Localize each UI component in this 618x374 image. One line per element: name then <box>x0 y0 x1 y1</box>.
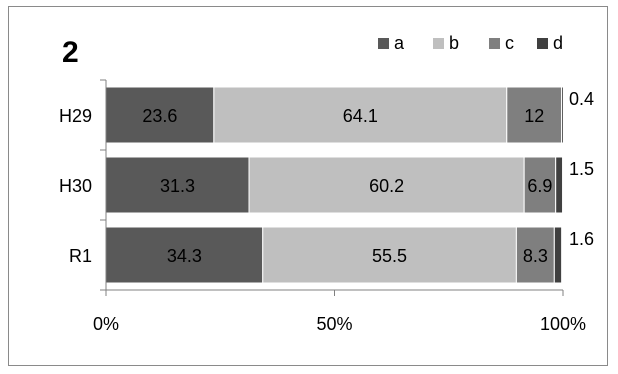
bar-segment-r1-a <box>105 226 264 284</box>
data-label-r1-c: 8.3 <box>523 246 548 266</box>
category-label-h30: H30 <box>59 176 92 196</box>
legend: a b c d <box>378 33 563 53</box>
bar-segment-h29-a <box>105 86 215 144</box>
data-label-h29-d: 0.4 <box>569 89 594 109</box>
legend-swatch-a <box>378 38 389 49</box>
data-label-h30-b: 60.2 <box>369 176 404 196</box>
bar-segment-h30-b <box>248 156 525 214</box>
category-label-r1: R1 <box>69 246 92 266</box>
x-tick-label-100: 100% <box>540 314 586 334</box>
data-label-r1-b: 55.5 <box>372 246 407 266</box>
legend-label-c: c <box>505 33 514 53</box>
data-label-r1-a: 34.3 <box>167 246 202 266</box>
x-tick-label-50: 50% <box>316 314 352 334</box>
bar-segment-r1-d <box>553 226 563 284</box>
bar-segment-h29-b <box>213 86 508 144</box>
data-label-h30-d: 1.5 <box>569 159 594 179</box>
data-label-h29-a: 23.6 <box>142 106 177 126</box>
chart-title: 2 <box>62 36 79 69</box>
data-label-r1-d: 1.6 <box>569 229 594 249</box>
data-label-h29-b: 64.1 <box>343 106 378 126</box>
x-tick-label-0: 0% <box>93 314 119 334</box>
legend-label-d: d <box>553 33 563 53</box>
legend-label-b: b <box>449 33 459 53</box>
data-label-h30-a: 31.3 <box>160 176 195 196</box>
legend-swatch-d <box>537 38 548 49</box>
data-label-h29-c: 12 <box>524 106 544 126</box>
bar-segment-r1-c <box>515 226 555 284</box>
bar-segment-r1-b <box>262 226 517 284</box>
legend-label-a: a <box>394 33 405 53</box>
legend-swatch-c <box>489 38 500 49</box>
data-label-h30-c: 6.9 <box>527 176 552 196</box>
plot-area: 23.6 64.1 12 0.4 H29 31.3 60.2 6.9 1.5 H30 34.3 55.… <box>59 79 594 334</box>
category-label-h29: H29 <box>59 106 92 126</box>
legend-swatch-b <box>433 38 444 49</box>
bar-segment-h29-d <box>561 86 564 144</box>
bar-segment-h30-d <box>555 156 564 214</box>
